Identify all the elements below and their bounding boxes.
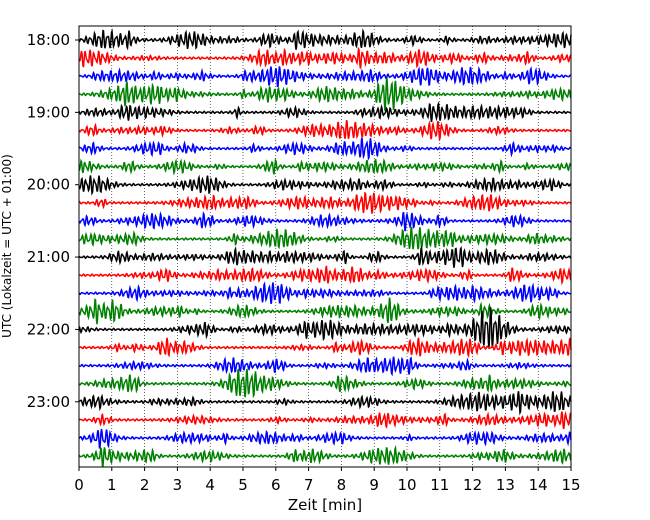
trace-line [78, 211, 572, 232]
trace-line [78, 281, 572, 305]
plot-frame [78, 25, 572, 468]
trace-line [78, 174, 572, 196]
trace-line [78, 191, 572, 214]
y-tick-label: 22:00 [27, 320, 70, 338]
x-tick-label: 13 [496, 476, 515, 494]
x-axis-ticks: 0 1 2 3 4 5 6 7 8 9 10 11 12 13 14 15 [74, 467, 581, 494]
y-tick-label: 19:00 [27, 103, 70, 121]
trace-line [78, 245, 572, 268]
trace-line [78, 444, 572, 468]
x-tick-label: 4 [205, 476, 215, 494]
x-tick-label: 6 [271, 476, 281, 494]
x-tick-label: 11 [430, 476, 449, 494]
y-tick-label: 20:00 [27, 176, 70, 194]
x-tick-label: 7 [304, 476, 314, 494]
trace-line [78, 337, 572, 359]
trace-line [78, 391, 572, 416]
trace-line [78, 356, 572, 377]
x-tick-label: 8 [337, 476, 347, 494]
trace-line [78, 137, 572, 161]
x-tick-label: 15 [561, 476, 580, 494]
y-tick-label: 18:00 [27, 31, 70, 49]
x-tick-label: 0 [74, 476, 84, 494]
y-tick-label: 21:00 [27, 248, 70, 266]
x-tick-label: 5 [238, 476, 248, 494]
x-tick-label: 9 [369, 476, 379, 494]
y-axis-ticks: 18:00 19:00 20:00 21:00 22:00 23:00 [27, 31, 79, 411]
trace-line [78, 76, 572, 111]
x-tick-label: 3 [173, 476, 183, 494]
trace-line [78, 101, 572, 122]
x-tick-label: 1 [107, 476, 117, 494]
x-axis-label: Zeit [min] [288, 496, 362, 514]
trace-line [78, 367, 572, 399]
trace-line [78, 297, 572, 325]
trace-line [78, 428, 572, 449]
y-tick-label: 23:00 [27, 393, 70, 411]
x-tick-label: 14 [529, 476, 548, 494]
x-tick-label: 12 [463, 476, 482, 494]
y-axis-label: UTC (Lokalzeit = UTC + 01:00) [0, 154, 14, 338]
x-tick-label: 10 [397, 476, 416, 494]
trace-line [78, 265, 572, 286]
trace-line [78, 120, 572, 141]
x-tick-label: 2 [140, 476, 150, 494]
trace-line [78, 65, 572, 88]
trace-line [78, 28, 572, 51]
trace-line [78, 410, 572, 430]
trace-line [78, 158, 572, 176]
trace-line [78, 226, 572, 250]
trace-line [78, 46, 572, 69]
trace-lines [78, 28, 572, 468]
